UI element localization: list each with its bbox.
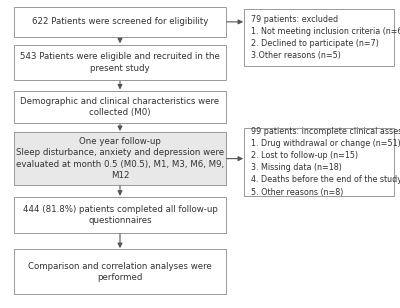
FancyBboxPatch shape bbox=[14, 45, 226, 80]
FancyBboxPatch shape bbox=[14, 91, 226, 123]
FancyBboxPatch shape bbox=[14, 7, 226, 37]
FancyBboxPatch shape bbox=[244, 128, 394, 196]
Text: Comparison and correlation analyses were
performed: Comparison and correlation analyses were… bbox=[28, 261, 212, 282]
FancyBboxPatch shape bbox=[14, 197, 226, 233]
Text: 622 Patients were screened for eligibility: 622 Patients were screened for eligibili… bbox=[32, 17, 208, 26]
Text: One year follow-up
Sleep disturbance, anxiety and depression were
evaluated at m: One year follow-up Sleep disturbance, an… bbox=[16, 137, 224, 180]
Text: 79 patients: excluded
1. Not meeting inclusion criteria (n=67)
2. Declined to pa: 79 patients: excluded 1. Not meeting inc… bbox=[251, 15, 400, 60]
Text: Demographic and clinical characteristics were
collected (M0): Demographic and clinical characteristics… bbox=[20, 97, 220, 117]
Text: 99 patients: incomplete clinical assessment
1. Drug withdrawal or change (n=51)
: 99 patients: incomplete clinical assessm… bbox=[251, 127, 400, 197]
Text: 543 Patients were eligible and recruited in the
present study: 543 Patients were eligible and recruited… bbox=[20, 52, 220, 73]
FancyBboxPatch shape bbox=[14, 249, 226, 294]
FancyBboxPatch shape bbox=[244, 9, 394, 66]
FancyBboxPatch shape bbox=[14, 132, 226, 185]
Text: 444 (81.8%) patients completed all follow-up
questionnaires: 444 (81.8%) patients completed all follo… bbox=[22, 205, 218, 225]
